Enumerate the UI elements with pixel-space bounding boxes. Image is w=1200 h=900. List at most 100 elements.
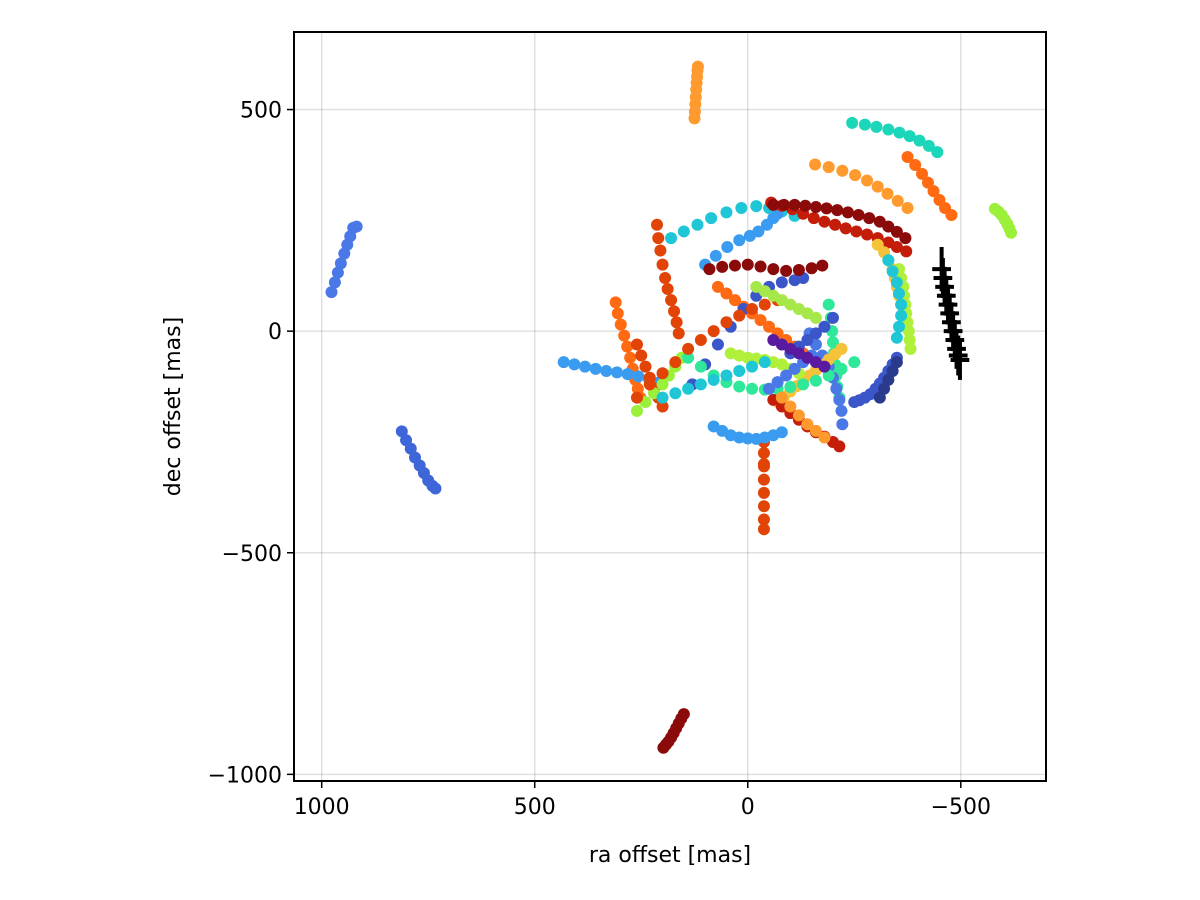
data-point (826, 311, 839, 324)
series-7 (757, 433, 770, 536)
data-point (784, 380, 797, 393)
y-tick-label: −1000 (208, 763, 282, 788)
data-point (654, 244, 667, 257)
data-point (661, 283, 674, 296)
data-point (328, 276, 341, 289)
data-point (913, 134, 926, 147)
data-point (807, 212, 820, 225)
series-1 (395, 425, 442, 495)
data-point (334, 257, 347, 270)
data-point (691, 218, 704, 231)
data-point (903, 334, 916, 347)
data-point (754, 260, 767, 273)
data-point (818, 215, 831, 228)
data-point (836, 418, 849, 431)
data-point (900, 245, 913, 258)
data-point (841, 206, 854, 219)
data-point (903, 130, 916, 143)
series-25 (707, 420, 788, 445)
plot-frame (293, 31, 1047, 782)
data-point (871, 180, 884, 193)
series-0 (325, 220, 363, 299)
data-point (720, 287, 733, 300)
data-point (682, 382, 695, 395)
data-point (818, 431, 831, 444)
data-point (668, 305, 681, 318)
data-point (931, 146, 944, 159)
data-point (665, 232, 678, 245)
data-point (707, 325, 720, 338)
data-point (618, 329, 631, 342)
data-point (850, 225, 863, 238)
data-point (733, 365, 746, 378)
data-point (758, 356, 771, 369)
data-point (691, 60, 704, 73)
data-point (809, 311, 822, 324)
data-point (816, 259, 829, 272)
data-point (758, 298, 771, 311)
data-point (651, 218, 664, 231)
series-5 (901, 150, 958, 222)
series-2 (688, 60, 704, 125)
data-point (792, 263, 805, 276)
series-32 (656, 356, 771, 404)
data-point (775, 276, 788, 289)
data-point (703, 263, 716, 276)
data-point (1005, 226, 1018, 239)
data-point (788, 198, 801, 211)
data-point (833, 393, 846, 406)
data-point (707, 373, 720, 386)
data-point (870, 120, 883, 133)
data-point (757, 523, 770, 536)
data-point (720, 369, 733, 382)
data-point (784, 400, 797, 413)
data-point (835, 362, 848, 375)
data-point (839, 222, 852, 235)
data-point (733, 234, 746, 247)
data-point (893, 320, 906, 333)
data-point (916, 167, 929, 180)
data-point (780, 264, 793, 277)
data-point (890, 331, 903, 344)
data-point (792, 409, 805, 422)
data-point (579, 360, 592, 373)
data-point (777, 198, 790, 211)
data-point (831, 204, 844, 217)
data-point (720, 206, 733, 219)
data-point (852, 209, 865, 222)
data-point (895, 298, 908, 311)
data-point (716, 260, 729, 273)
data-point (757, 500, 770, 513)
data-point (801, 334, 814, 347)
data-point (945, 209, 958, 222)
data-point (735, 201, 748, 214)
data-point (659, 271, 672, 284)
data-point (836, 164, 849, 177)
data-point (909, 158, 922, 171)
data-point (635, 349, 648, 362)
data-point (893, 126, 906, 139)
data-point (720, 316, 733, 329)
x-axis-label: ra offset [mas] (589, 843, 751, 868)
data-point (788, 362, 801, 375)
data-point (886, 265, 899, 278)
data-point (711, 280, 724, 293)
data-point (757, 447, 770, 460)
data-point (775, 426, 788, 439)
data-point (733, 309, 746, 322)
data-point (705, 212, 718, 225)
series-4 (809, 158, 914, 214)
data-point (882, 254, 895, 267)
data-point (893, 287, 906, 300)
data-point (677, 708, 690, 721)
data-point (741, 258, 754, 271)
data-point (891, 194, 904, 207)
data-point (630, 404, 643, 417)
y-tick-label: 0 (268, 320, 282, 345)
data-point (846, 116, 859, 129)
data-point (757, 486, 770, 499)
data-point (763, 320, 776, 333)
data-point (775, 391, 788, 404)
x-tick-labels: 1000 500 0 −500 (294, 795, 991, 820)
